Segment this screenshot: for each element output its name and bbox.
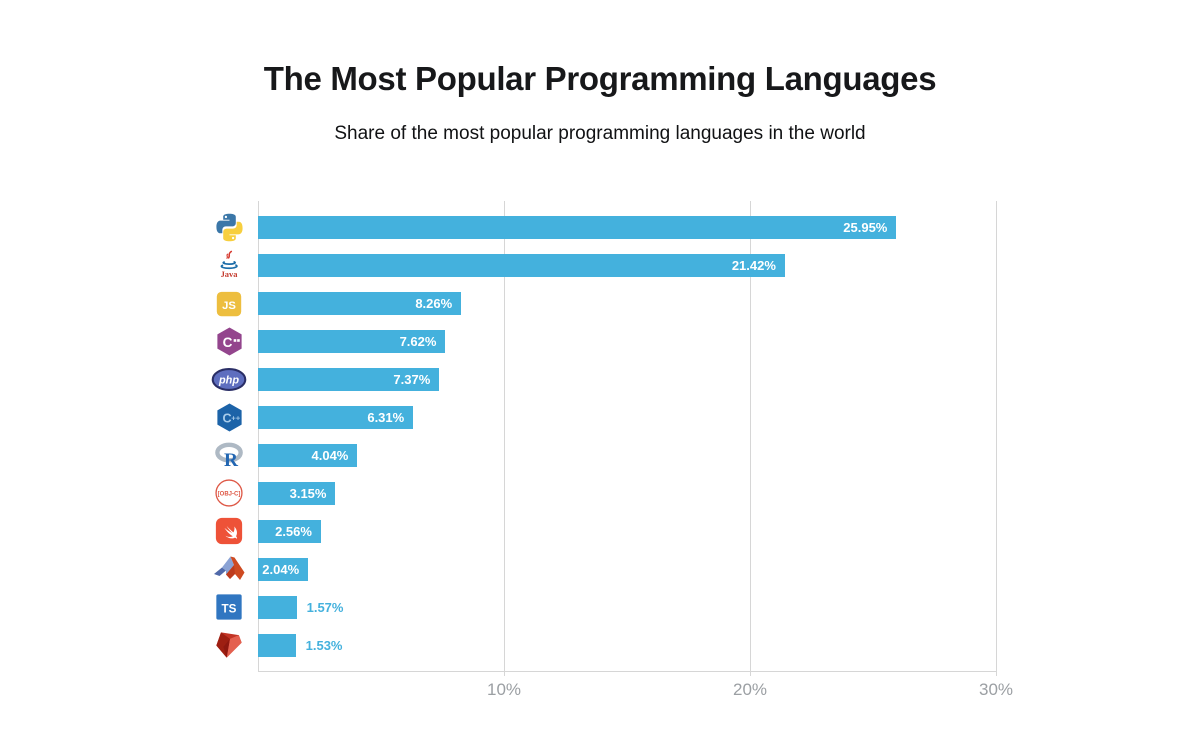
- chart-row-objective-c: [OBJ-C] 3.15%: [200, 474, 996, 512]
- bar-track-java: 21.42%: [258, 254, 996, 278]
- bar-track-swift: 2.56%: [258, 519, 996, 543]
- svg-text:R: R: [223, 450, 238, 471]
- svg-text:C: C: [222, 335, 232, 350]
- bar-c: 7.62%: [258, 330, 446, 354]
- chart-row-swift: 2.56%: [200, 512, 996, 550]
- value-label-matlab: 2.04%: [262, 561, 300, 577]
- value-label-r: 4.04%: [311, 447, 349, 463]
- chart-row-javascript: JS 8.26%: [200, 285, 996, 323]
- bar-track-ruby: 1.53%: [258, 633, 996, 657]
- chart-row-c: C ++ 6.31%: [200, 399, 996, 437]
- bar-track-objective-c: 3.15%: [258, 481, 996, 505]
- bar-track-r: 4.04%: [258, 443, 996, 467]
- cpp-icon: C ++: [200, 402, 258, 433]
- bar-track-javascript: 8.26%: [258, 292, 996, 316]
- bar-track-python: 25.95%: [258, 216, 996, 240]
- javascript-icon: JS: [200, 289, 258, 319]
- chart-row-matlab: 2.04%: [200, 550, 996, 588]
- x-axis-tick-10: [504, 671, 505, 676]
- gridline-0pct: [258, 201, 259, 672]
- x-axis-tick-30: [996, 671, 997, 676]
- bar-c: 6.31%: [258, 406, 414, 430]
- x-tick-label-10: 10%: [486, 680, 522, 699]
- value-label-objective-c: 3.15%: [289, 485, 327, 501]
- svg-text:C: C: [222, 411, 231, 425]
- ruby-icon: [200, 630, 258, 660]
- chart-row-r: R 4.04%: [200, 437, 996, 475]
- svg-text:[OBJ-C]: [OBJ-C]: [218, 492, 241, 498]
- bar-swift: 2.56%: [258, 519, 321, 543]
- value-label-php: 7.37%: [393, 372, 431, 388]
- objective-c-icon: [OBJ-C]: [200, 478, 258, 508]
- value-label-c: 7.62%: [399, 334, 437, 350]
- python-icon: [200, 212, 258, 243]
- x-tick-label-30: 30%: [978, 680, 1014, 699]
- chart-row-c: C 7.62%: [200, 323, 996, 361]
- gridline-30pct: [996, 201, 997, 672]
- chart-row-ruby: 1.53%: [200, 626, 996, 664]
- gridline-20pct: [750, 201, 751, 672]
- chart-row-typescript: TS 1.57%: [200, 588, 996, 626]
- swift-icon: [200, 516, 258, 546]
- x-axis-tick-20: [750, 671, 751, 676]
- bar-track-c: 6.31%: [258, 406, 996, 430]
- csharp-icon: C: [200, 326, 258, 357]
- value-label-ruby: 1.53%: [305, 637, 343, 653]
- value-label-c: 6.31%: [367, 410, 405, 426]
- value-label-python: 25.95%: [843, 220, 888, 236]
- bar-r: 4.04%: [258, 443, 358, 467]
- typescript-icon: TS: [200, 592, 258, 622]
- bar-php: 7.37%: [258, 368, 440, 392]
- java-icon: Java: [200, 249, 258, 283]
- chart-row-python: 25.95%: [200, 209, 996, 247]
- bar-typescript: [258, 595, 297, 619]
- bar-objective-c: 3.15%: [258, 481, 336, 505]
- value-label-javascript: 8.26%: [415, 296, 453, 312]
- bar-chart: 10% 20% 30% 25.95% Java 21.42% JS 8.26% C 7.62% p…: [200, 201, 1013, 699]
- chart-row-java: Java 21.42%: [200, 247, 996, 285]
- chart-row-php: php 7.37%: [200, 361, 996, 399]
- plot-area: 10% 20% 30%: [258, 201, 1013, 699]
- bar-track-matlab: 2.04%: [258, 557, 996, 581]
- bar-track-typescript: 1.57%: [258, 595, 996, 619]
- value-label-swift: 2.56%: [275, 523, 312, 539]
- gridline-10pct: [504, 201, 505, 672]
- bar-ruby: [258, 633, 296, 657]
- chart-rows: 25.95% Java 21.42% JS 8.26% C 7.62% php 7.37% C ++…: [200, 209, 996, 664]
- value-label-java: 21.42%: [731, 258, 776, 274]
- php-icon: php: [200, 367, 258, 392]
- bar-matlab: 2.04%: [258, 557, 309, 581]
- chart-title: The Most Popular Programming Languages: [263, 60, 937, 97]
- r-icon: R: [200, 440, 258, 471]
- x-tick-label-20: 20%: [732, 680, 768, 699]
- bar-javascript: 8.26%: [258, 292, 462, 316]
- bar-track-c: 7.62%: [258, 330, 996, 354]
- value-label-typescript: 1.57%: [306, 599, 344, 615]
- bar-track-php: 7.37%: [258, 368, 996, 392]
- svg-text:++: ++: [231, 413, 241, 422]
- svg-text:Java: Java: [221, 269, 239, 279]
- matlab-icon: [200, 553, 258, 585]
- chart-subtitle: Share of the most popular programming la…: [334, 123, 866, 144]
- svg-text:php: php: [218, 375, 239, 387]
- bar-python: 25.95%: [258, 216, 897, 240]
- bar-java: 21.42%: [258, 254, 785, 278]
- svg-text:TS: TS: [222, 603, 237, 616]
- svg-text:JS: JS: [222, 300, 236, 312]
